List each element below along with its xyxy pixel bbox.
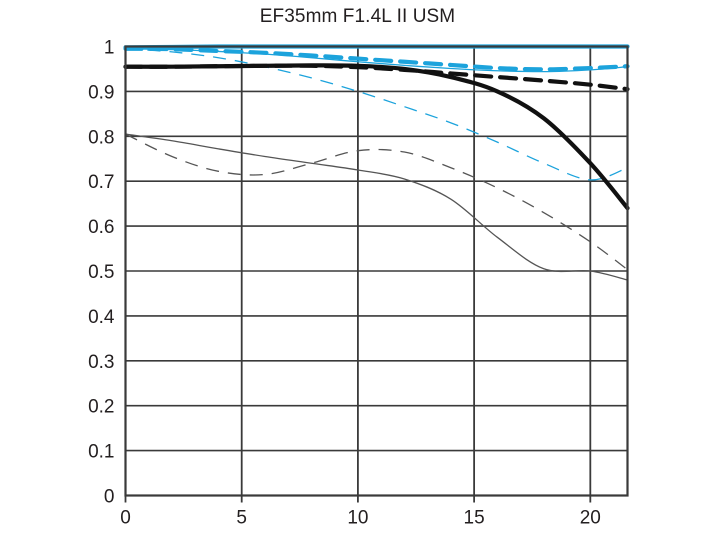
y-axis-tick-label: 0.9	[88, 82, 114, 103]
y-axis-tick-label: 0.1	[88, 442, 114, 463]
x-axis-tick-label: 10	[347, 508, 368, 529]
grid-lines	[125, 46, 628, 496]
y-axis-tick-label: 0.8	[88, 127, 114, 148]
y-axis-tick-label: 0.2	[88, 397, 114, 418]
data-series-line	[125, 48, 628, 181]
data-series-line	[125, 133, 628, 271]
y-axis-tick-label: 0.4	[88, 307, 115, 328]
y-axis-tick-label: 0.3	[88, 352, 114, 373]
x-axis-tick-label: 0	[120, 508, 131, 529]
y-axis-tick-labels: 0 0.1 0.2 0.3 0.4 0.5 0.6 0.7 0.8 0.9 1	[88, 38, 115, 508]
plot-frame	[124, 45, 629, 497]
data-series-line	[125, 48, 628, 73]
data-series-layer	[123, 44, 630, 281]
y-axis-tick-label: 0	[104, 487, 115, 508]
x-axis-tick-label: 5	[236, 508, 247, 529]
y-axis-tick-label: 0.6	[88, 217, 114, 238]
axis-frame	[124, 45, 629, 497]
x-axis-tick-labels: 0 5 10 15 20	[120, 495, 601, 529]
x-axis-tick-label: 15	[464, 508, 485, 529]
y-axis-tick-label: 0.5	[88, 262, 114, 283]
x-axis-tick-label: 20	[580, 508, 601, 529]
y-axis-tick-label: 1	[104, 38, 115, 59]
chart-title: EF35mm F1.4L II USM	[259, 6, 456, 27]
data-series-line	[123, 63, 630, 92]
y-axis-tick-label: 0.7	[88, 172, 114, 193]
data-series-line	[125, 133, 628, 281]
